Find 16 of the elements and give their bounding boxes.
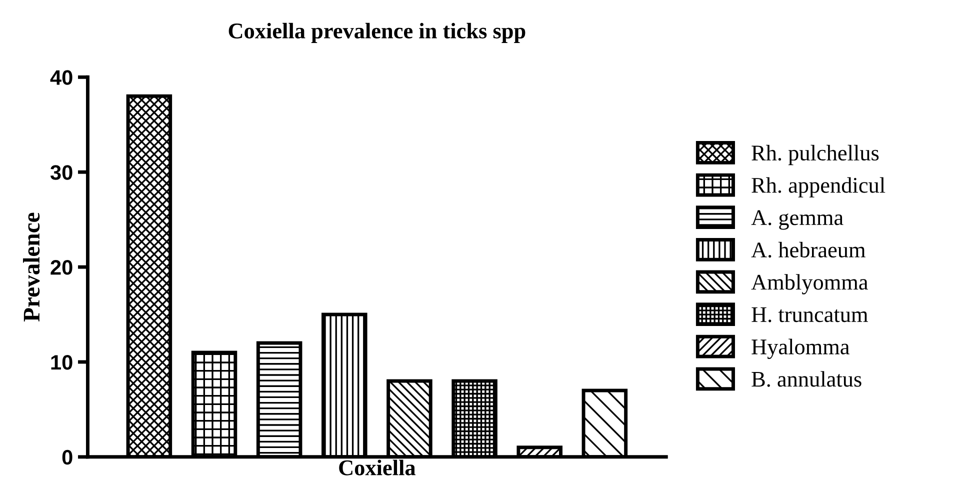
legend-label: A. hebraeum <box>751 242 866 258</box>
legend-label: A. gemma <box>751 210 844 230</box>
y-axis-title: Prevalence <box>23 212 40 322</box>
legend-label: Rh. appendicul <box>752 177 886 198</box>
y-tick-label: 30 <box>50 165 72 180</box>
y-tick-label: 0 <box>62 450 72 465</box>
x-tick-label: Coxiella <box>339 460 416 476</box>
legend-label: B. annulatus <box>752 371 862 387</box>
y-tick-label: 20 <box>50 260 72 275</box>
y-tick-label: 40 <box>50 70 72 85</box>
y-tick-label: 10 <box>51 354 72 370</box>
legend-label: Rh. pulchellus <box>752 144 879 166</box>
legend-label: Amblyomma <box>751 274 868 294</box>
legend-label: Hyalomma <box>752 338 850 359</box>
chart-title: Coxiella prevalence in ticks spp <box>228 22 526 43</box>
legend-label: H. truncatum <box>752 307 868 322</box>
